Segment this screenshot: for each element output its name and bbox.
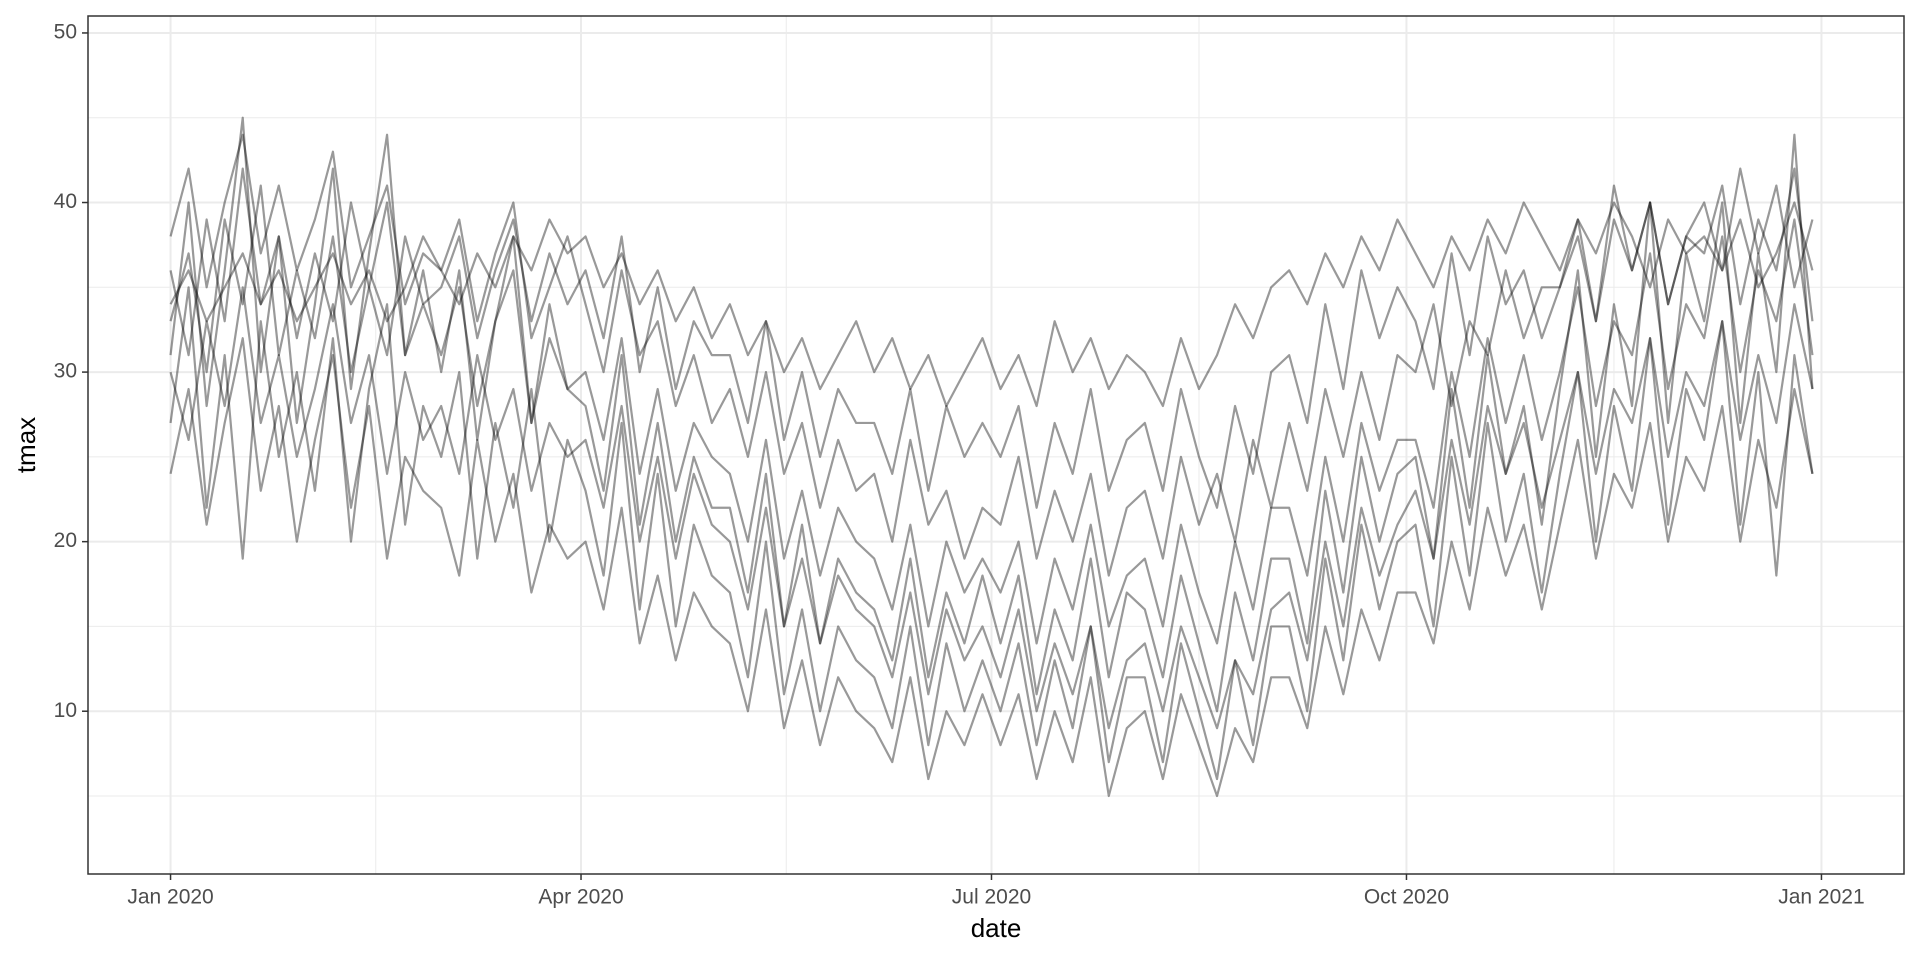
panel-border [87,15,1905,875]
x-tick-label: Jan 2020 [127,886,213,909]
series-line [169,116,1814,713]
series-line [169,286,1814,730]
series-line [169,184,1814,645]
x-tick-label: Oct 2020 [1364,886,1449,909]
y-tick-label: 30 [54,360,77,383]
x-tick-label: Jan 2021 [1778,886,1864,909]
y-axis-title: tmax [11,417,41,473]
x-tick-label: Apr 2020 [538,886,623,909]
series-line [169,286,1814,781]
x-tick-label: Jul 2020 [952,886,1031,909]
y-tick-label: 20 [54,529,77,552]
y-tick-label: 10 [54,699,77,722]
y-tick-label: 50 [54,21,77,44]
series-line [169,167,1814,509]
series-line [169,133,1814,577]
series-line [169,201,1814,408]
y-tick-label: 40 [54,190,77,213]
x-axis-title: date [971,913,1022,943]
series-line [169,337,1814,798]
panel-background [88,16,1904,874]
